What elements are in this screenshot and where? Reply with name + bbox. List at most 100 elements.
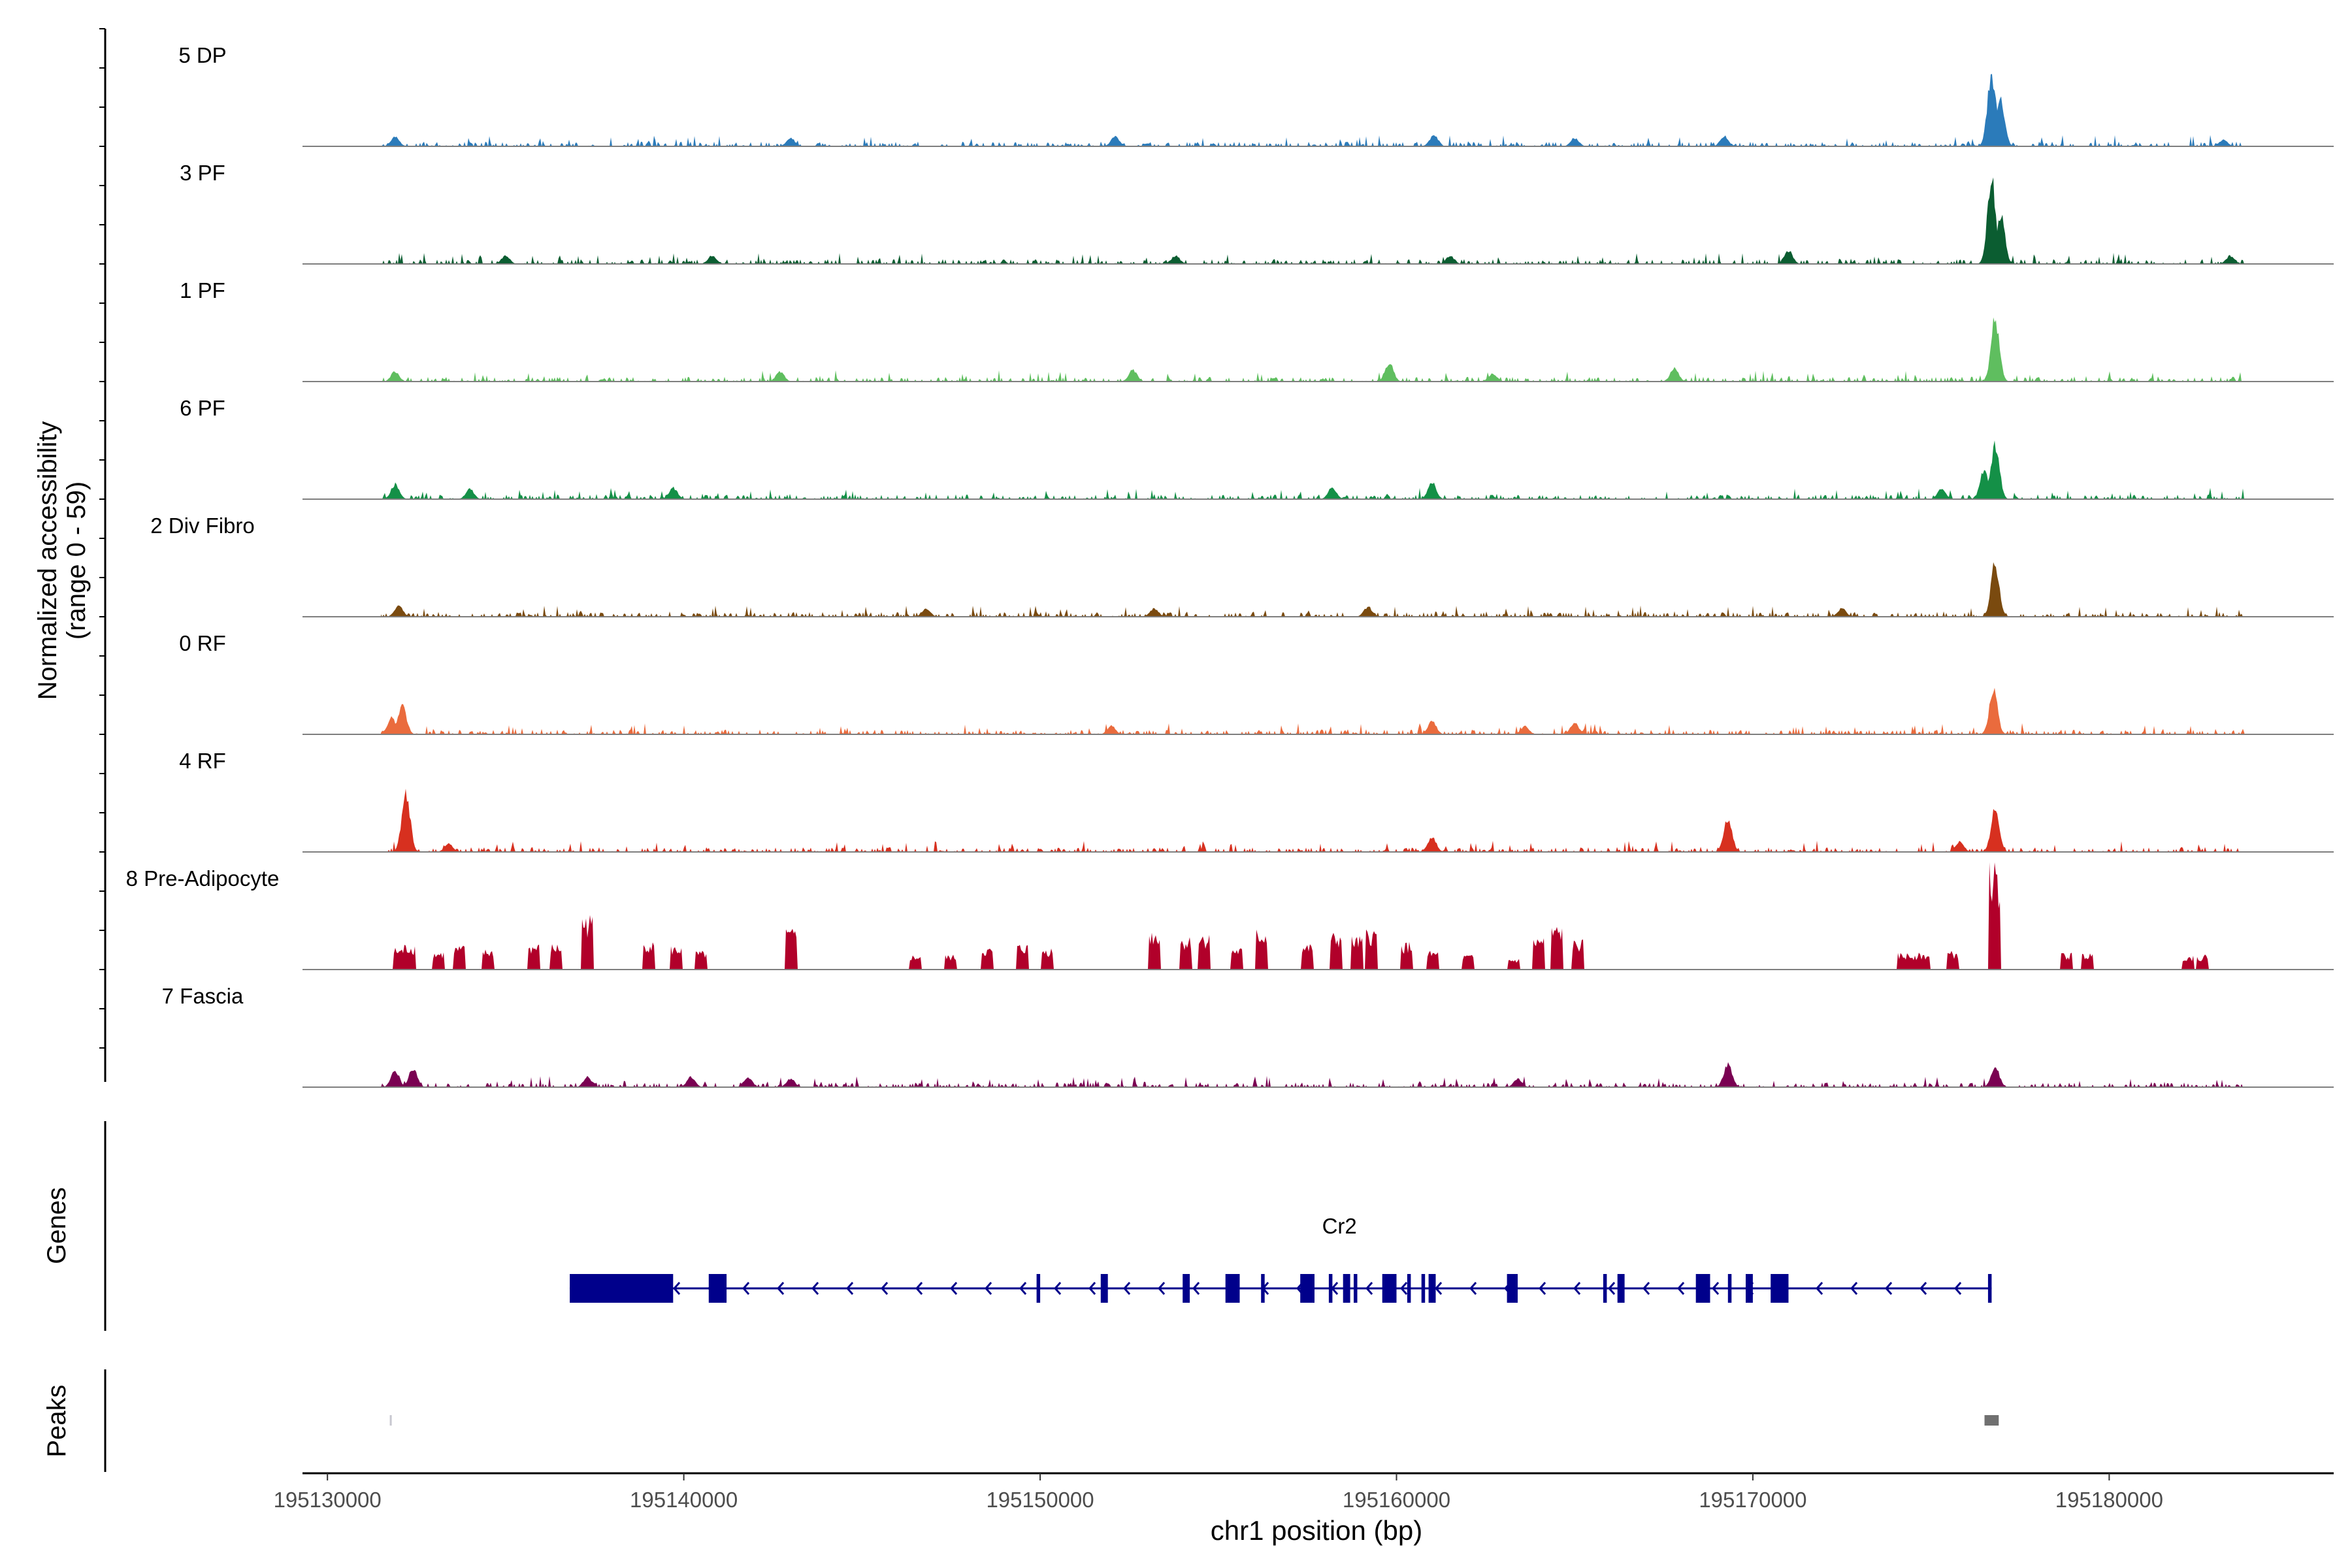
- x-tick-label: 195180000: [2055, 1488, 2163, 1512]
- track-label: 4 RF: [179, 749, 226, 773]
- strand-arrow: [1954, 1282, 1962, 1295]
- axes: Normalized accessibility (range 0 - 59) …: [33, 28, 2334, 1546]
- strand-arrow: [1123, 1282, 1131, 1295]
- track-label: 0 RF: [179, 631, 226, 655]
- x-axis-label: chr1 position (bp): [1211, 1515, 1423, 1546]
- gene-exon: [1617, 1274, 1625, 1303]
- strand-arrow: [777, 1282, 785, 1295]
- gene-name-label: Cr2: [1322, 1214, 1357, 1238]
- track-label: 3 PF: [180, 161, 225, 185]
- track-label: 5 DP: [178, 43, 226, 67]
- x-tick-label: 195150000: [986, 1488, 1094, 1512]
- gene-exon: [1261, 1274, 1265, 1303]
- coverage-area: [381, 1062, 2245, 1087]
- y-axis-label-line2: (range 0 - 59): [62, 482, 91, 640]
- strand-arrow: [846, 1282, 854, 1295]
- strand-arrow: [1677, 1282, 1685, 1295]
- strand-arrow: [1573, 1282, 1581, 1295]
- peaks-track: [389, 1415, 1999, 1426]
- strand-arrow: [1816, 1282, 1823, 1295]
- track-8-pre-adipocyte: 8 Pre-Adipocyte: [126, 862, 2334, 970]
- strand-arrow: [1054, 1282, 1062, 1295]
- gene-exon: [1421, 1274, 1426, 1303]
- x-tick-label: 195160000: [1343, 1488, 1450, 1512]
- coverage-area: [381, 317, 2245, 382]
- gene-annotation-track: Cr2: [570, 1214, 1992, 1303]
- track-5-dp: 5 DP: [178, 43, 2334, 147]
- x-tick-label: 195140000: [630, 1488, 738, 1512]
- gene-exon: [1428, 1274, 1436, 1303]
- gene-exon: [1343, 1274, 1350, 1303]
- gene-exon: [1354, 1274, 1358, 1303]
- strand-arrow: [915, 1282, 923, 1295]
- track-label: 2 Div Fibro: [150, 514, 255, 538]
- track-4-rf: 4 RF: [179, 749, 2334, 853]
- strand-arrow: [1539, 1282, 1546, 1295]
- y-axis-label-range: (range 0 - 59): [62, 482, 91, 640]
- coverage-area: [381, 789, 2245, 852]
- strand-arrow: [1400, 1282, 1408, 1295]
- gene-exon: [1695, 1274, 1710, 1303]
- strand-arrow: [1469, 1282, 1477, 1295]
- strand-arrow: [1088, 1282, 1096, 1295]
- peak-region: [1984, 1415, 1999, 1426]
- coverage-tracks: 5 DP 3 PF 1 PF 6 PF 2 Div Fibro 0 RF 4 RF 8 Pre…: [126, 43, 2334, 1088]
- track-label: 8 Pre-Adipocyte: [126, 866, 280, 890]
- gene-exon: [1771, 1274, 1789, 1303]
- strand-arrow: [950, 1282, 958, 1295]
- track-2-div-fibro: 2 Div Fibro: [150, 514, 2334, 617]
- coverage-area: [381, 440, 2245, 499]
- genes-axis-label: Genes: [42, 1187, 71, 1264]
- strand-arrow: [1608, 1282, 1616, 1295]
- gene-exon: [1183, 1274, 1190, 1303]
- gene-exon: [1603, 1274, 1607, 1303]
- coverage-area: [381, 687, 2245, 734]
- gene-exon: [1328, 1274, 1333, 1303]
- track-0-rf: 0 RF: [179, 631, 2334, 735]
- strand-arrow: [881, 1282, 889, 1295]
- strand-arrow: [811, 1282, 819, 1295]
- gene-exon: [1300, 1274, 1315, 1303]
- gene-exon: [1407, 1274, 1411, 1303]
- strand-arrow: [742, 1282, 750, 1295]
- x-tick-label: 195170000: [1699, 1488, 1806, 1512]
- y-axis-label: Normalized accessibility: [33, 421, 62, 700]
- track-label: 7 Fascia: [162, 984, 244, 1008]
- gene-exon: [1727, 1274, 1732, 1303]
- strand-arrow: [985, 1282, 992, 1295]
- gene-exon: [1507, 1274, 1518, 1303]
- gene-exon: [1746, 1274, 1753, 1303]
- strand-arrow: [673, 1282, 681, 1295]
- peak-region: [389, 1415, 392, 1426]
- coverage-area: [381, 862, 2245, 970]
- track-7-fascia: 7 Fascia: [162, 984, 2334, 1088]
- gene-exon: [1100, 1274, 1108, 1303]
- strand-arrow: [1192, 1282, 1200, 1295]
- track-label: 1 PF: [180, 278, 225, 302]
- coverage-area: [381, 177, 2245, 264]
- strand-arrow: [1712, 1282, 1720, 1295]
- gene-exon: [708, 1274, 727, 1303]
- strand-arrow: [1885, 1282, 1893, 1295]
- strand-arrow: [1919, 1282, 1927, 1295]
- coverage-area: [381, 74, 2245, 146]
- strand-arrow: [1435, 1282, 1443, 1295]
- gene-exon: [1225, 1274, 1240, 1303]
- strand-arrow: [1158, 1282, 1166, 1295]
- strand-arrow: [1019, 1282, 1027, 1295]
- strand-arrow: [1850, 1282, 1858, 1295]
- coverage-area: [381, 562, 2245, 617]
- strand-arrow: [1642, 1282, 1650, 1295]
- track-1-pf: 1 PF: [180, 278, 2334, 382]
- gene-exon: [1036, 1274, 1041, 1303]
- peaks-axis-label: Peaks: [42, 1384, 71, 1457]
- track-label: 6 PF: [180, 396, 225, 420]
- track-3-pf: 3 PF: [180, 161, 2334, 265]
- x-tick-label: 195130000: [274, 1488, 382, 1512]
- gene-exon: [570, 1274, 674, 1303]
- track-6-pf: 6 PF: [180, 396, 2334, 500]
- gene-exon: [1987, 1274, 1992, 1303]
- strand-arrow: [1365, 1282, 1373, 1295]
- gene-exon: [1382, 1274, 1397, 1303]
